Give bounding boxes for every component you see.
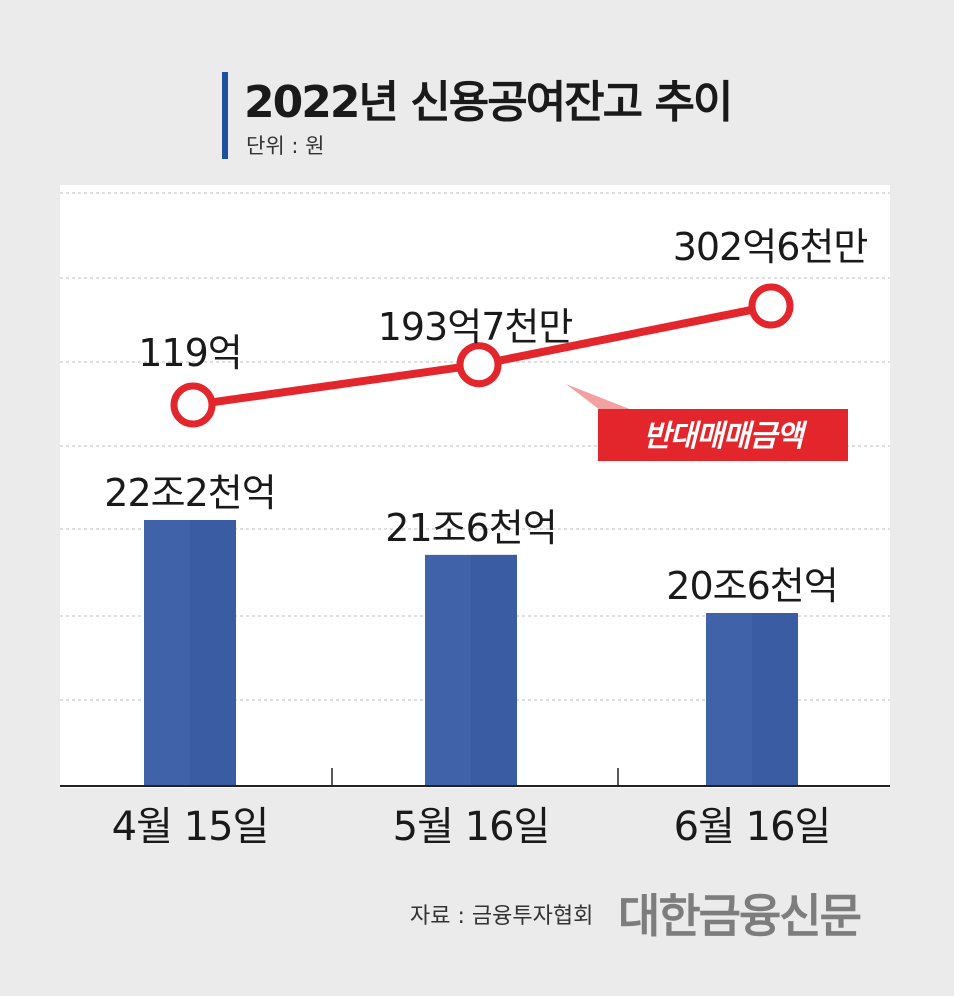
bar-shade (471, 554, 517, 786)
bar-shade (752, 613, 798, 786)
x-tick-label: 4월 15일 (112, 804, 269, 850)
line-point (748, 283, 794, 329)
line-value-label: 193억7천만 (378, 305, 573, 349)
line-value-label: 119억 (138, 331, 242, 375)
bar-shade (190, 520, 236, 786)
annotation-pointer (566, 384, 632, 410)
x-tick-label: 6월 16일 (674, 804, 831, 850)
line-value-label: 302억6천만 (673, 225, 868, 269)
source-label: 자료 : 금융투자협회 (410, 904, 594, 929)
line-point (170, 382, 216, 428)
title-accent-bar (222, 72, 228, 159)
line-point (456, 342, 502, 388)
bar-value-label: 20조6천억 (666, 564, 837, 608)
bar-value-label: 22조2천억 (104, 471, 275, 515)
bar-value-label: 21조6천억 (385, 506, 556, 550)
series-name-label: 반대매매금액 (643, 419, 808, 454)
annotation-box (598, 409, 848, 461)
publisher-logo: 대한금융신문 (618, 889, 862, 943)
x-tick-label: 5월 16일 (393, 804, 550, 850)
chart-title: 2022년 신용공여잔고 추이 (244, 77, 733, 128)
unit-label: 단위 : 원 (246, 134, 325, 158)
